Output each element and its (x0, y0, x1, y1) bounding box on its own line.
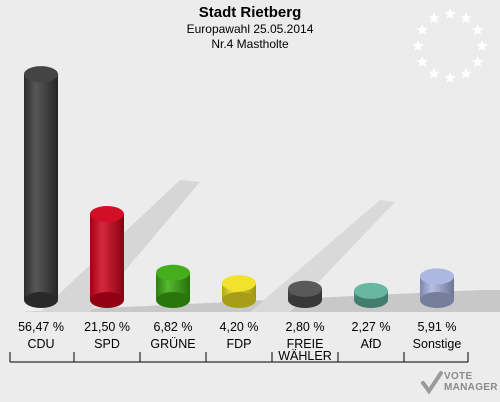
eu-star (460, 12, 472, 24)
eu-star (416, 56, 428, 67)
bar-base (288, 292, 322, 308)
eu-star (476, 40, 488, 51)
category-label: FREIE WÄHLER (272, 337, 338, 363)
bar-top (24, 66, 58, 83)
bar-sonstige (420, 268, 454, 308)
bar-top (354, 282, 388, 299)
eu-star (416, 24, 428, 35)
bar-base (222, 292, 256, 308)
vote-manager-logo: VOTE MANAGER (420, 369, 498, 397)
eu-star (460, 67, 472, 79)
bar-top (288, 280, 322, 297)
bar-fdp (222, 275, 256, 308)
bar-base (156, 292, 190, 308)
eu-star (472, 56, 484, 67)
eu-star (412, 40, 424, 51)
category-label: SPD (74, 337, 140, 351)
bar-base (24, 292, 58, 308)
category-label: FDP (206, 337, 272, 351)
category-label: GRÜNE (140, 337, 206, 351)
value-label: 6,82 % (153, 320, 193, 334)
bar-afd (354, 282, 388, 308)
logo-text: VOTE (444, 371, 473, 382)
bar-top (420, 268, 454, 285)
bar-top (90, 206, 124, 222)
bar-top (222, 275, 256, 292)
category-label-line: GRÜNE (150, 337, 196, 351)
value-label: 2,80 % (285, 320, 325, 334)
eu-star (444, 72, 456, 83)
bar-spd (90, 206, 124, 308)
category-label-line: SPD (94, 337, 120, 351)
category-label: AfD (338, 337, 404, 351)
value-label: 21,50 % (84, 320, 130, 334)
value-label: 2,27 % (351, 320, 391, 334)
eu-star (428, 67, 440, 79)
category-label-line: FDP (226, 337, 252, 351)
value-label: 4,20 % (219, 320, 259, 334)
bar-top (156, 264, 190, 281)
eu-star (472, 24, 484, 35)
chart-header: Stadt Rietberg Europawahl 25.05.2014 Nr.… (0, 4, 500, 52)
bar-freie-wähler (288, 280, 322, 308)
category-label-line: FREIE (286, 337, 324, 351)
bar-body (90, 214, 124, 300)
value-label: 5,91 % (417, 320, 457, 334)
value-label: 56,47 % (18, 320, 64, 334)
eu-star (428, 12, 440, 24)
bar-base (90, 292, 124, 308)
category-label: Sonstige (404, 337, 470, 351)
category-label-line: AfD (360, 337, 382, 351)
category-label-line: WÄHLER (278, 349, 332, 363)
logo-subtext: MANAGER (444, 382, 498, 393)
chart-subtitle: Europawahl 25.05.2014 (186, 22, 314, 36)
bar-grüne (156, 264, 190, 308)
chart-title: Stadt Rietberg (198, 4, 302, 21)
category-label-line: Sonstige (412, 337, 462, 351)
bar-base (420, 292, 454, 308)
bar-cdu (24, 66, 58, 308)
eu-stars-icon (412, 8, 488, 83)
category-label-line: CDU (27, 337, 55, 351)
bar-body (24, 74, 58, 301)
checkmark-icon (421, 371, 443, 395)
chart-district: Nr.4 Mastholte (211, 37, 289, 51)
eu-star (444, 8, 456, 19)
category-label: CDU (8, 337, 74, 351)
floor-shadow (250, 200, 395, 312)
